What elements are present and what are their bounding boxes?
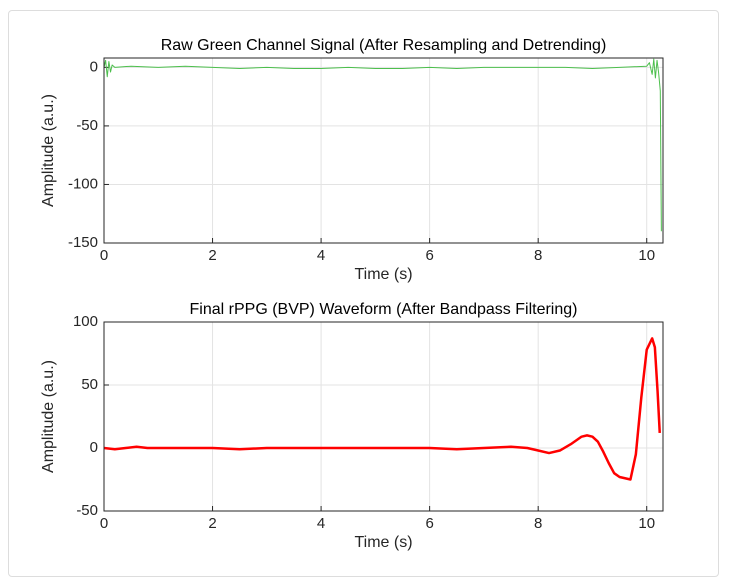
x-tick-label: 4 bbox=[317, 247, 325, 264]
axes-box bbox=[103, 321, 664, 512]
x-tick-label: 10 bbox=[638, 515, 655, 532]
x-tick-label: 6 bbox=[425, 515, 433, 532]
chart-title: Final rPPG (BVP) Waveform (After Bandpas… bbox=[190, 301, 578, 318]
plot-area bbox=[104, 58, 663, 243]
y-tick-label: 50 bbox=[81, 376, 98, 393]
data-line bbox=[103, 337, 661, 481]
y-tick-label: 0 bbox=[90, 58, 98, 75]
y-tick-label: -100 bbox=[68, 175, 98, 192]
x-tick-label: 8 bbox=[534, 515, 542, 532]
chart-title: Raw Green Channel Signal (After Resampli… bbox=[161, 37, 607, 54]
x-tick-label: 2 bbox=[208, 515, 216, 532]
y-axis-label: Amplitude (a.u.) bbox=[40, 94, 57, 207]
figure-frame bbox=[8, 10, 719, 577]
x-tick-label: 2 bbox=[208, 247, 216, 264]
y-tick-label: -50 bbox=[76, 502, 98, 519]
x-tick-label: 0 bbox=[100, 247, 108, 264]
x-axis-label: Time (s) bbox=[354, 534, 412, 551]
plot-area bbox=[104, 322, 663, 511]
x-tick-label: 4 bbox=[317, 515, 325, 532]
y-tick-label: -150 bbox=[68, 234, 98, 251]
x-tick-label: 10 bbox=[638, 247, 655, 264]
x-tick-label: 8 bbox=[534, 247, 542, 264]
x-tick-label: 6 bbox=[425, 247, 433, 264]
data-line bbox=[103, 58, 662, 232]
x-tick-label: 0 bbox=[100, 515, 108, 532]
y-tick-label: 100 bbox=[73, 313, 98, 330]
axes-box bbox=[103, 57, 664, 244]
y-tick-label: -50 bbox=[76, 117, 98, 134]
y-axis-label: Amplitude (a.u.) bbox=[40, 360, 57, 473]
y-tick-label: 0 bbox=[90, 439, 98, 456]
x-axis-label: Time (s) bbox=[354, 266, 412, 283]
